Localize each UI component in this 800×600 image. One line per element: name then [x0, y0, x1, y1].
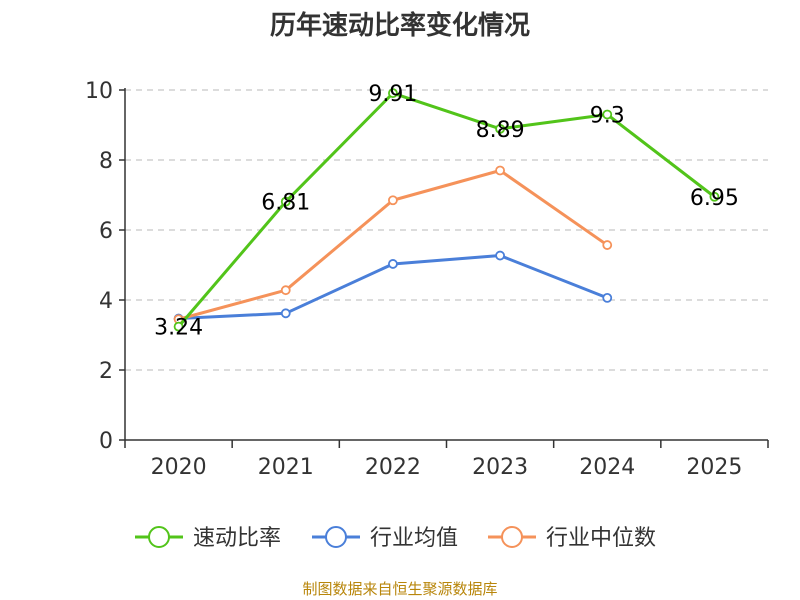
- data-label: 6.81: [261, 191, 310, 216]
- axes: [119, 88, 769, 448]
- data-point: [173, 321, 184, 332]
- data-point: [495, 123, 505, 134]
- data-point: [602, 292, 613, 303]
- legend-label: 行业均值: [370, 526, 458, 551]
- y-tick-label: 8: [99, 149, 113, 174]
- legend-label: 行业中位数: [546, 526, 656, 551]
- data-point: [280, 285, 291, 296]
- y-tick-label: 10: [85, 79, 113, 104]
- chart-title: 历年速动比率变化情况: [270, 10, 530, 41]
- data-label: 3.24: [154, 316, 203, 341]
- data-label: 9.91: [368, 82, 417, 107]
- series-1: [173, 250, 613, 324]
- data-point: [495, 250, 505, 261]
- data-point: [709, 191, 720, 202]
- data-label: 8.89: [476, 118, 525, 143]
- legend-marker: [325, 526, 347, 548]
- legend-item-2[interactable]: 行业中位数: [488, 526, 656, 551]
- x-tick-label: 2022: [365, 455, 421, 480]
- grid-lines: [125, 89, 768, 371]
- data-point: [602, 109, 613, 120]
- data-point: [388, 88, 398, 99]
- legend-item-0[interactable]: 速动比率: [135, 526, 281, 551]
- y-tick-label: 0: [99, 429, 113, 454]
- y-axis-ticks: 0 2 4 6 8 10: [85, 79, 113, 454]
- series-line: [177, 91, 716, 328]
- x-axis-ticks: 2020 2021 2022 2023 2024 2025: [151, 455, 743, 480]
- data-point: [388, 195, 398, 206]
- legend-item-1[interactable]: 行业均值: [312, 526, 458, 551]
- series-line: [178, 169, 609, 321]
- x-tick-label: 2021: [258, 455, 314, 480]
- legend-marker: [148, 526, 170, 548]
- series-0: [173, 88, 720, 332]
- legend-label: 速动比率: [193, 526, 281, 551]
- data-label: 9.3: [590, 104, 625, 129]
- data-point: [280, 308, 291, 319]
- x-tick-label: 2023: [472, 455, 528, 480]
- legend[interactable]: 速动比率 行业均值 行业中位数: [135, 526, 656, 551]
- x-tick-label: 2025: [686, 455, 742, 480]
- data-point: [280, 196, 291, 207]
- legend-marker: [501, 526, 523, 548]
- data-point: [495, 165, 505, 176]
- y-tick-label: 6: [99, 219, 113, 244]
- x-tick-label: 2024: [579, 455, 635, 480]
- y-tick-label: 2: [99, 359, 113, 384]
- x-tick-label: 2020: [151, 455, 207, 480]
- source-note: 制图数据来自恒生聚源数据库: [302, 580, 497, 598]
- data-label: 6.95: [690, 186, 739, 211]
- y-tick-label: 4: [99, 289, 113, 314]
- series-group: [173, 88, 720, 332]
- data-labels: 3.24 6.81 9.91 8.89 9.3 6.95: [154, 82, 739, 340]
- data-point: [602, 240, 613, 250]
- data-point: [388, 259, 398, 269]
